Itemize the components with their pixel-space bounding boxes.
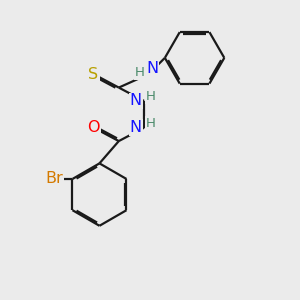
Text: H: H <box>146 90 155 103</box>
Text: S: S <box>88 67 99 82</box>
Text: H: H <box>135 66 145 79</box>
Text: N: N <box>146 61 158 76</box>
Text: Br: Br <box>45 172 63 187</box>
Text: O: O <box>87 120 100 135</box>
Text: H: H <box>146 117 155 130</box>
Text: N: N <box>130 120 142 135</box>
Text: N: N <box>130 94 142 109</box>
